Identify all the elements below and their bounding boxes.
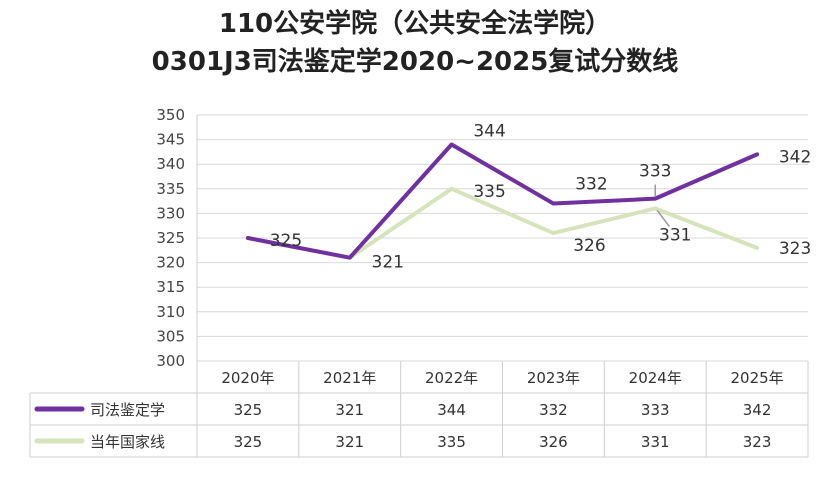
y-tick-label: 330: [156, 204, 185, 222]
data-label: 344: [473, 122, 505, 142]
y-tick-label: 340: [156, 155, 185, 173]
table-value-cell: 332: [539, 401, 568, 419]
data-label: 342: [779, 147, 811, 167]
x-category-label: 2023年: [527, 369, 580, 387]
y-tick-label: 305: [156, 327, 185, 345]
table-value-cell: 321: [335, 433, 364, 451]
y-tick-label: 325: [156, 229, 185, 247]
y-tick-label: 315: [156, 278, 185, 296]
data-label: 332: [575, 175, 607, 195]
data-label: 331: [659, 225, 691, 245]
table-value-cell: 325: [234, 401, 263, 419]
y-tick-label: 345: [156, 131, 185, 149]
table-value-cell: 325: [234, 433, 263, 451]
y-tick-label: 320: [156, 254, 185, 272]
table-value-cell: 326: [539, 433, 568, 451]
table-value-cell: 344: [437, 401, 466, 419]
y-tick-label: 350: [156, 106, 185, 124]
table-value-cell: 335: [437, 433, 466, 451]
data-label: 333: [639, 162, 671, 182]
table-value-cell: 323: [743, 433, 772, 451]
leader-line: [656, 210, 670, 227]
legend-label: 司法鉴定学: [90, 401, 165, 419]
data-label: 326: [573, 236, 605, 256]
table-value-cell: 321: [335, 401, 364, 419]
x-category-label: 2020年: [221, 369, 274, 387]
chart-title-line2: 0301J3司法鉴定学2020~2025复试分数线: [151, 47, 679, 77]
series-line: [245, 142, 760, 260]
y-tick-label: 335: [156, 180, 185, 198]
x-category-label: 2021年: [323, 369, 376, 387]
x-category-label: 2024年: [629, 369, 682, 387]
x-category-label: 2022年: [425, 369, 478, 387]
y-tick-label: 310: [156, 303, 185, 321]
table-value-cell: 333: [641, 401, 670, 419]
table-value-cell: 342: [743, 401, 772, 419]
chart-title-line1: 110公安学院（公共安全法学院）: [218, 9, 612, 39]
data-label: 321: [372, 253, 404, 273]
table-value-cell: 331: [641, 433, 670, 451]
y-tick-label: 300: [156, 352, 185, 370]
x-category-label: 2025年: [730, 369, 783, 387]
data-label: 323: [779, 239, 811, 259]
data-label: 335: [473, 182, 505, 202]
legend-label: 当年国家线: [90, 433, 165, 451]
data-label: 325: [270, 231, 302, 251]
